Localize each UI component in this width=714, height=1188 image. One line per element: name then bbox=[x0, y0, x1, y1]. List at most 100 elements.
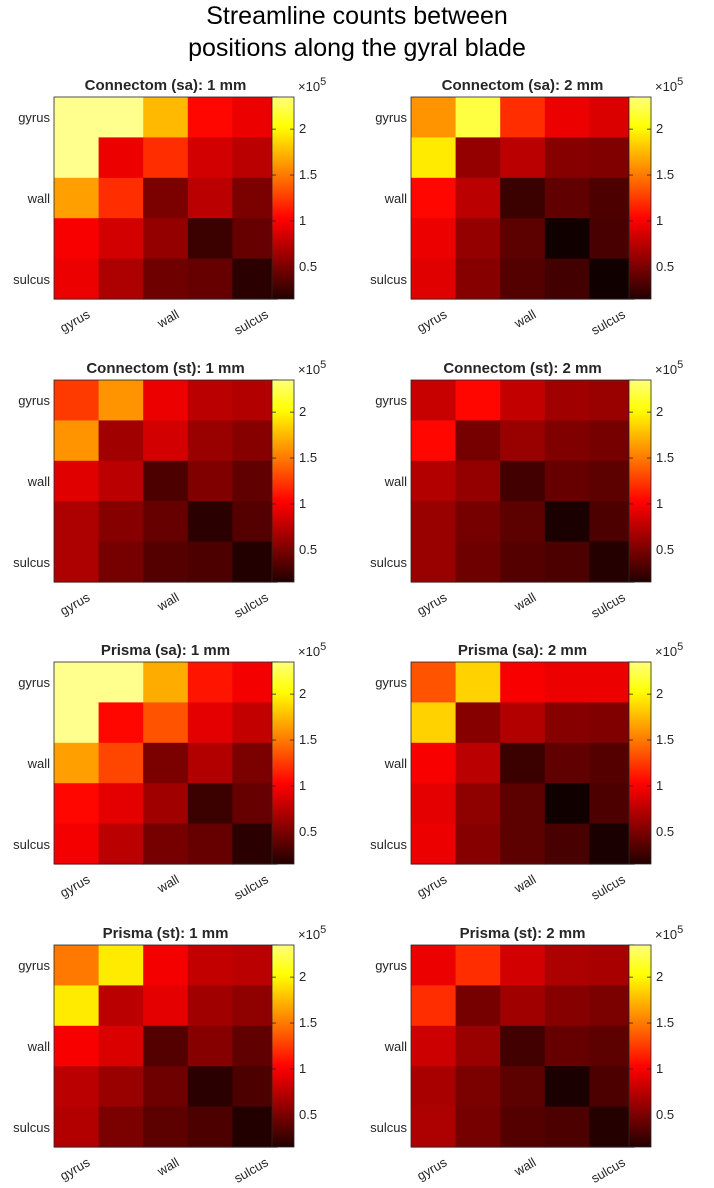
heatmap-cell bbox=[455, 702, 501, 744]
heatmap-cell bbox=[187, 258, 233, 300]
heatmap-cell bbox=[589, 460, 635, 502]
colorbar-tick-label: 1.5 bbox=[299, 732, 317, 747]
colorbar-tick-label: 1.5 bbox=[299, 450, 317, 465]
x-tick-label: sulcus bbox=[231, 306, 271, 338]
heatmap-cell bbox=[411, 662, 457, 703]
heatmap-cell bbox=[500, 137, 546, 179]
heatmap-cell bbox=[589, 1106, 635, 1148]
heatmap-cell bbox=[589, 945, 635, 986]
heatmap-cell bbox=[187, 985, 233, 1027]
heatmap-cell bbox=[143, 742, 189, 784]
heatmap-cell bbox=[544, 985, 590, 1027]
heatmap-cell bbox=[54, 985, 100, 1027]
exponent-power: 5 bbox=[677, 359, 683, 371]
heatmap-cell bbox=[232, 97, 278, 138]
heatmap-cell bbox=[544, 258, 590, 300]
heatmap-cell bbox=[500, 742, 546, 784]
heatmap-cell bbox=[98, 97, 144, 138]
heatmap-cell bbox=[54, 1066, 100, 1108]
colorbar-tick-label: 2 bbox=[299, 969, 306, 984]
heatmap-cell bbox=[500, 823, 546, 865]
heatmap-cell bbox=[187, 97, 233, 138]
colorbar-tick-label: 2 bbox=[299, 686, 306, 701]
heatmap-cell bbox=[411, 945, 457, 986]
x-tick-label: gyrus bbox=[57, 871, 92, 900]
heatmap-cell bbox=[54, 258, 100, 300]
heatmap-cell bbox=[98, 1106, 144, 1148]
heatmap-cell bbox=[544, 742, 590, 784]
heatmap-cell bbox=[187, 662, 233, 703]
y-tick-label: sulcus bbox=[370, 555, 407, 570]
heatmap-cell bbox=[98, 380, 144, 421]
exponent-base: ×10 bbox=[655, 79, 677, 94]
heatmap-cell bbox=[187, 742, 233, 784]
y-tick-label: sulcus bbox=[370, 272, 407, 287]
heatmap-cell bbox=[589, 137, 635, 179]
y-tick-label: wall bbox=[384, 1039, 408, 1054]
heatmap-cell bbox=[143, 218, 189, 260]
heatmap-cell bbox=[232, 823, 278, 865]
y-tick-label: sulcus bbox=[13, 272, 50, 287]
heatmap-cell bbox=[143, 985, 189, 1027]
heatmap-cell bbox=[54, 137, 100, 179]
colorbar-tick-label: 1 bbox=[299, 496, 306, 511]
heatmap-cell bbox=[187, 1106, 233, 1148]
heatmap-cell bbox=[98, 258, 144, 300]
heatmap-cell bbox=[544, 137, 590, 179]
colorbar-exponent: ×105 bbox=[655, 76, 683, 94]
heatmap-cell bbox=[455, 985, 501, 1027]
heatmap-cell bbox=[143, 501, 189, 543]
heatmap-cell bbox=[98, 501, 144, 543]
heatmap-cell bbox=[143, 380, 189, 421]
y-tick-label: gyrus bbox=[375, 675, 407, 690]
heatmap-cell bbox=[589, 218, 635, 260]
x-tick-label: sulcus bbox=[231, 1154, 271, 1186]
y-tick-label: gyrus bbox=[18, 110, 50, 125]
heatmap-cell bbox=[411, 137, 457, 179]
heatmap-cell bbox=[455, 1106, 501, 1148]
colorbar-exponent: ×105 bbox=[655, 641, 683, 659]
heatmap-cell bbox=[143, 97, 189, 138]
colorbar-frame bbox=[628, 96, 652, 300]
heatmap-cell bbox=[98, 218, 144, 260]
colorbar bbox=[629, 97, 651, 299]
panel-title: Connectom (st): 2 mm bbox=[443, 360, 601, 377]
heatmap-cell bbox=[232, 177, 278, 219]
heatmap-cell bbox=[143, 137, 189, 179]
heatmap-cell bbox=[54, 460, 100, 502]
x-tick-label: gyrus bbox=[414, 871, 449, 900]
x-tick-label: sulcus bbox=[588, 589, 628, 621]
colorbar-tick-label: 0.5 bbox=[299, 1107, 317, 1122]
heatmap-cell bbox=[500, 945, 546, 986]
heatmap-cell bbox=[411, 177, 457, 219]
heatmap-cell bbox=[455, 137, 501, 179]
heatmap-cell bbox=[500, 1106, 546, 1148]
heatmap-cell bbox=[544, 460, 590, 502]
heatmap-cell bbox=[187, 783, 233, 825]
heatmap-cell bbox=[143, 541, 189, 583]
heatmap-cell bbox=[455, 742, 501, 784]
colorbar-tick-label: 1.5 bbox=[656, 1015, 674, 1030]
colorbar-frame bbox=[271, 379, 295, 583]
x-tick-label: gyrus bbox=[414, 589, 449, 618]
heatmap-cell bbox=[232, 1025, 278, 1067]
heatmap-cell bbox=[411, 783, 457, 825]
heatmap-cell bbox=[544, 380, 590, 421]
colorbar-exponent: ×105 bbox=[298, 924, 326, 942]
colorbar bbox=[272, 662, 294, 864]
heatmap-cell bbox=[98, 702, 144, 744]
heatmap-cell bbox=[54, 823, 100, 865]
heatmap-cell bbox=[589, 1066, 635, 1108]
colorbar-tick-label: 0.5 bbox=[656, 1107, 674, 1122]
heatmap-cell bbox=[589, 541, 635, 583]
x-tick-label: wall bbox=[511, 306, 539, 331]
heatmap-cell bbox=[143, 702, 189, 744]
x-tick-label: wall bbox=[511, 871, 539, 896]
panel-title: Connectom (sa): 2 mm bbox=[442, 77, 604, 94]
heatmap-cell bbox=[455, 1066, 501, 1108]
heatmap-cell bbox=[455, 823, 501, 865]
exponent-base: ×10 bbox=[655, 927, 677, 942]
colorbar-tick-label: 2 bbox=[299, 404, 306, 419]
heatmap-cell bbox=[455, 501, 501, 543]
